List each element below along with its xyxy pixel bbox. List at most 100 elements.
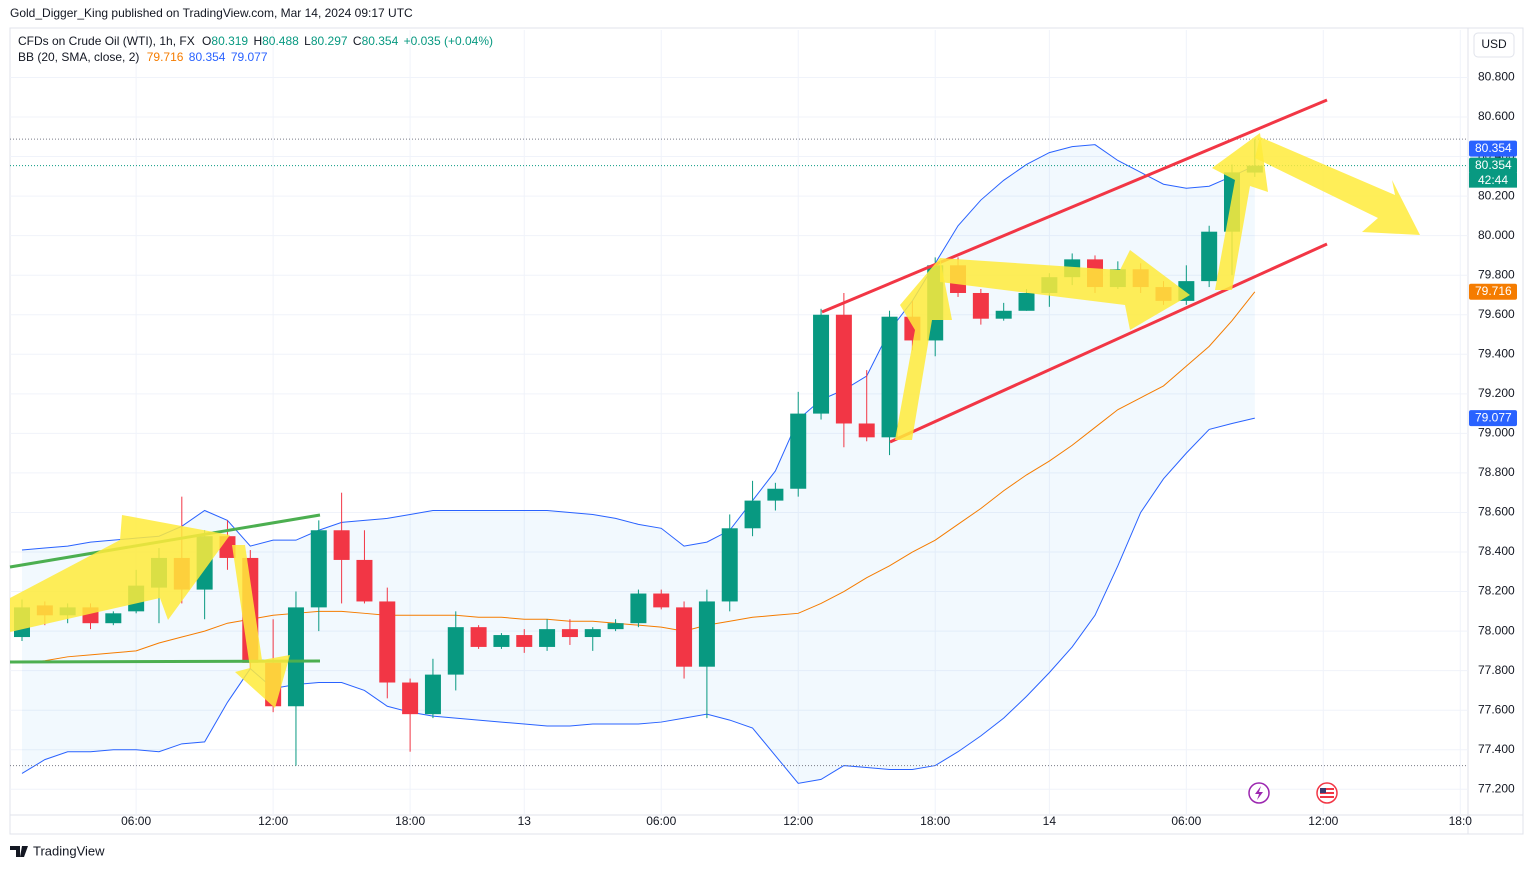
currency-label: USD — [1481, 37, 1507, 51]
indicator-name: BB (20, SMA, close, 2) — [18, 50, 139, 64]
candle-body — [424, 674, 441, 715]
y-tick-label: 77.600 — [1478, 702, 1515, 716]
y-tick-label: 80.600 — [1478, 109, 1515, 123]
candle-body — [1018, 292, 1035, 311]
candle-body — [516, 635, 533, 647]
candle-body — [813, 314, 830, 414]
candle-body — [402, 682, 419, 715]
x-tick-label: 12:00 — [1308, 814, 1338, 828]
candle-body — [767, 488, 784, 501]
arrow — [232, 545, 290, 708]
y-tick-label: 78.600 — [1478, 505, 1515, 519]
currency-button[interactable] — [1473, 32, 1515, 58]
x-tick-label: 12:00 — [258, 814, 288, 828]
y-tick-label: 80.200 — [1478, 188, 1515, 202]
candle-body — [1201, 231, 1218, 282]
candle-body — [630, 593, 647, 624]
y-tick-label: 78.400 — [1478, 544, 1515, 558]
last-price-label: 80.354 — [1475, 158, 1512, 172]
x-tick-label: 18:00 — [395, 814, 425, 828]
x-tick-label: 18:0 — [1449, 814, 1473, 828]
low-value: 80.297 — [311, 34, 348, 48]
chart-frame — [9, 27, 1524, 835]
band-line — [21, 417, 1255, 784]
arrow — [940, 250, 1190, 330]
candle-body — [310, 530, 327, 608]
y-tick-label: 80.000 — [1478, 228, 1515, 242]
flag-stripe — [1320, 794, 1334, 796]
ohlc-label: L — [304, 34, 311, 48]
publisher-line: Gold_Digger_King published on TradingVie… — [10, 6, 413, 20]
y-tick-label: 79.400 — [1478, 346, 1515, 360]
y-tick-label: 77.400 — [1478, 742, 1515, 756]
y-tick-label: 79.200 — [1478, 386, 1515, 400]
candle-body — [447, 627, 464, 675]
basis-price-label-box — [1469, 283, 1517, 300]
y-tick-label: 77.800 — [1478, 663, 1515, 677]
band-fill — [22, 144, 1255, 784]
y-tick-label: 79.800 — [1478, 267, 1515, 281]
candle-body — [698, 601, 715, 667]
grid — [10, 30, 1468, 815]
x-tick-label: 13 — [518, 814, 532, 828]
candle-body — [493, 635, 510, 647]
arrow — [10, 515, 230, 632]
indicator-legend: BB (20, SMA, close, 2) 79.716 80.354 79.… — [18, 50, 268, 64]
basis-price-label: 79.716 — [1475, 284, 1512, 298]
price-labels: 77.200 77.400 77.600 77.800 78.000 78.200 78.4… — [121, 70, 1517, 828]
x-tick-label: 06:00 — [646, 814, 676, 828]
last-price-label-box — [1469, 157, 1517, 174]
brand: TradingView — [10, 843, 105, 858]
brand-logo — [10, 846, 28, 857]
ohlc-label: H — [253, 34, 262, 48]
candle-body — [584, 629, 601, 638]
drawings — [9, 98, 1420, 708]
candle-body — [790, 413, 807, 489]
candle-body — [972, 292, 989, 319]
candle-body — [105, 613, 122, 624]
y-tick-label: 78.000 — [1478, 623, 1515, 637]
candle-body — [379, 601, 396, 683]
high-value: 80.488 — [262, 34, 299, 48]
candle-body — [356, 559, 373, 602]
flag-canton — [1320, 788, 1326, 793]
ohlc-label: C — [353, 34, 362, 48]
close-value: 80.354 — [362, 34, 399, 48]
trend-line — [889, 242, 1328, 444]
flag-stripe — [1320, 790, 1334, 792]
candle-body — [561, 629, 578, 638]
candle-body — [744, 500, 761, 529]
candle-body — [835, 314, 852, 424]
event-icons — [1248, 782, 1338, 804]
x-tick-label: 18:00 — [920, 814, 950, 828]
flag — [1320, 788, 1334, 798]
x-tick-label: 06:00 — [121, 814, 151, 828]
candle-body — [676, 607, 693, 667]
upper-price-label-box — [1469, 140, 1517, 157]
y-tick-label: 79.600 — [1478, 307, 1515, 321]
candle-body — [653, 593, 670, 608]
lower-price-label: 79.077 — [1475, 410, 1512, 424]
x-tick-label: 06:00 — [1171, 814, 1201, 828]
candle-body — [607, 623, 624, 630]
open-value: 80.319 — [211, 34, 248, 48]
trend-line — [821, 98, 1328, 314]
candle-body — [858, 423, 875, 438]
countdown-box — [1469, 172, 1517, 188]
upper-price-label: 80.354 — [1475, 141, 1512, 155]
y-tick-label: 77.200 — [1478, 781, 1515, 795]
change: +0.035 (+0.04%) — [404, 34, 493, 48]
legend-line: CFDs on Crude Oil (WTI), 1h, FX O80.319 … — [18, 34, 493, 48]
brand-text: TradingView — [33, 843, 105, 858]
y-tick-label: 80.800 — [1478, 70, 1515, 84]
y-tick-label: 78.200 — [1478, 584, 1515, 598]
basis-value: 79.716 — [147, 50, 184, 64]
x-tick-label: 12:00 — [783, 814, 813, 828]
ohlc-label: O — [202, 34, 211, 48]
countdown: 42:44 — [1478, 173, 1508, 187]
candle-body — [470, 627, 487, 647]
x-tick-label: 14 — [1043, 814, 1057, 828]
candle-body — [287, 607, 304, 707]
candle-body — [333, 530, 350, 560]
